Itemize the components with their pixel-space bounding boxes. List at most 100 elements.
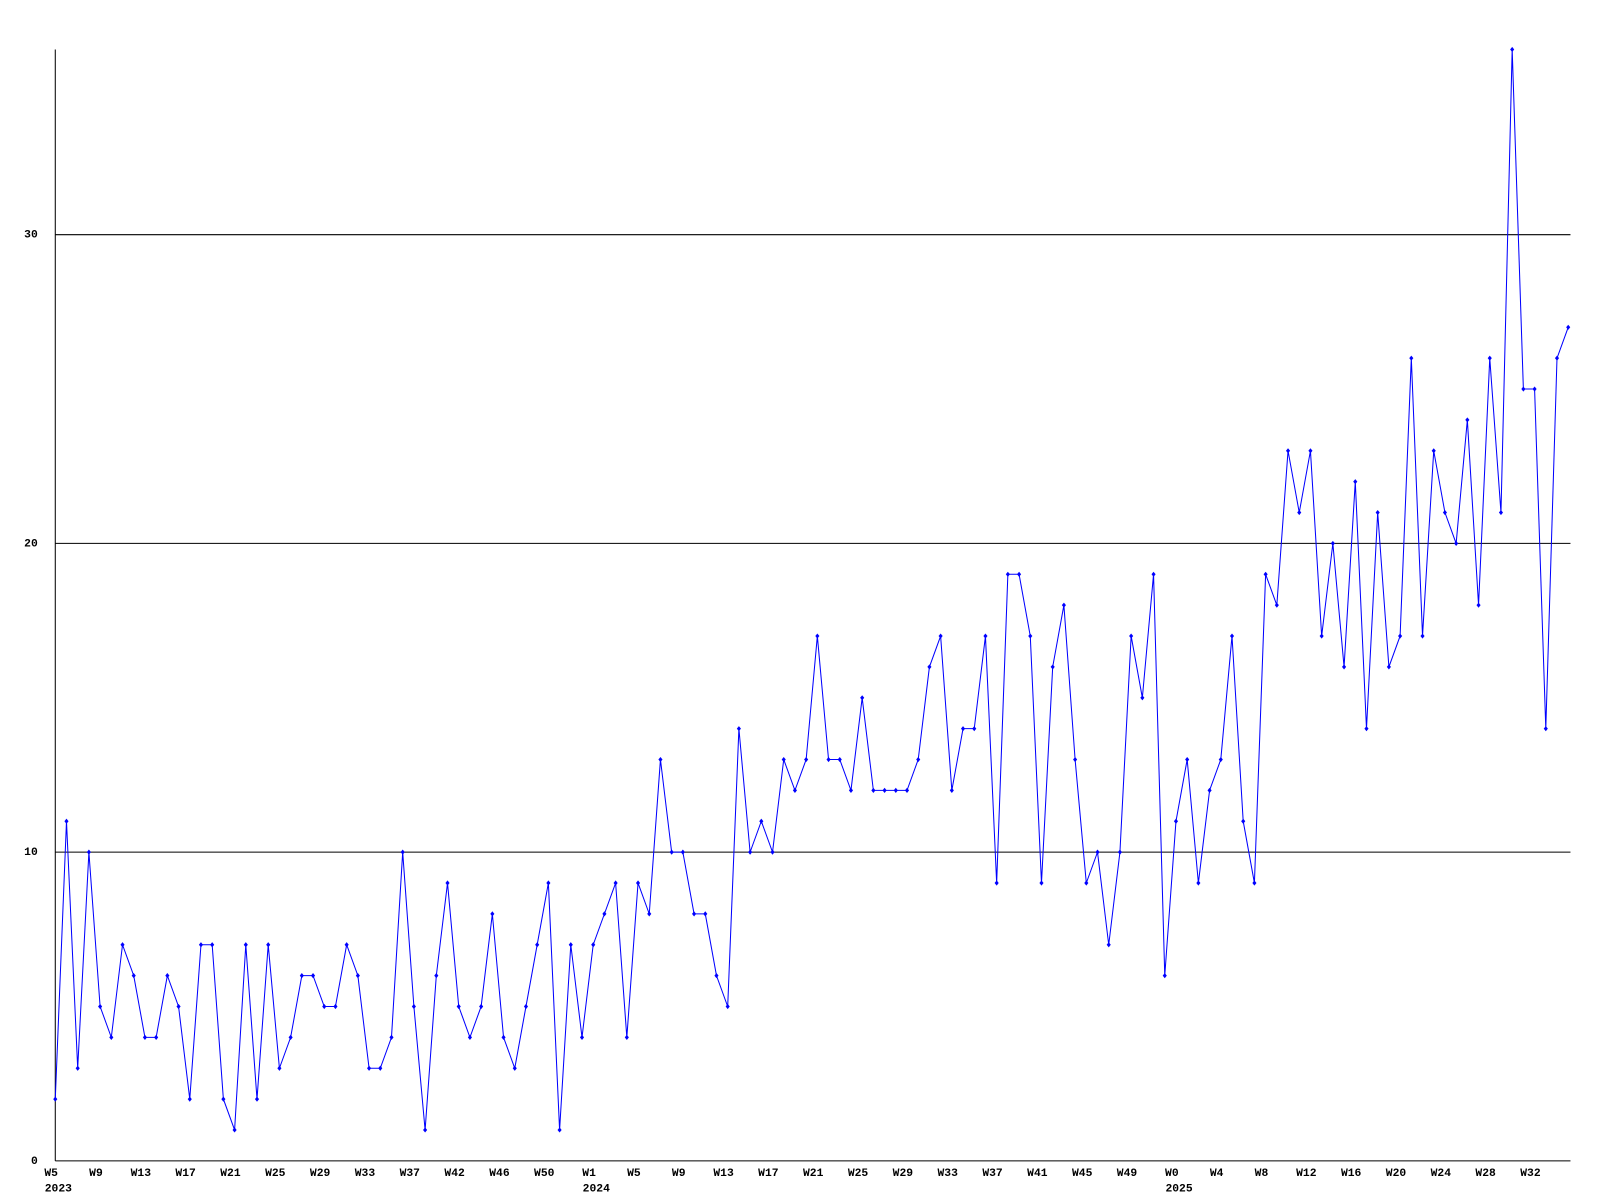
data-point (400, 849, 405, 855)
data-point (748, 849, 753, 855)
data-point (210, 942, 215, 948)
data-point (1252, 880, 1257, 886)
data-point (1498, 509, 1504, 516)
data-point (1543, 726, 1548, 732)
data-point (781, 756, 786, 763)
x-tick-label: W21 (220, 1168, 241, 1180)
x-tick-label: W50 (534, 1168, 555, 1180)
data-point (53, 1096, 58, 1102)
data-point (535, 942, 540, 948)
x-tick-label: W29 (310, 1168, 331, 1180)
x-tick-label: W9 (89, 1168, 103, 1180)
data-point (277, 1065, 282, 1071)
data-point (994, 880, 999, 886)
data-point (546, 880, 551, 886)
data-point (434, 973, 439, 979)
x-tick-label: W42 (444, 1168, 465, 1180)
data-point (1073, 756, 1078, 763)
data-point (725, 1003, 730, 1010)
data-point (523, 1003, 529, 1010)
data-point (479, 1003, 484, 1010)
data-point (647, 911, 652, 917)
data-point (1151, 571, 1156, 577)
data-point (1319, 633, 1324, 639)
data-point (1353, 479, 1358, 485)
data-point (904, 787, 910, 793)
x-tick-label: W37 (982, 1168, 1003, 1180)
data-point (299, 973, 304, 979)
x-tick-label: W32 (1520, 1168, 1541, 1180)
data-line (54, 49, 1569, 1131)
data-point (613, 880, 618, 886)
data-point (624, 1034, 629, 1040)
data-point (972, 726, 977, 732)
x-tick-label: W9 (672, 1168, 686, 1180)
x-tick-label: W24 (1431, 1168, 1452, 1180)
data-point (1117, 849, 1122, 855)
data-point (1431, 448, 1436, 454)
y-tick-label: 20 (24, 538, 38, 550)
data-point (154, 1034, 159, 1040)
data-point (131, 973, 136, 979)
data-point (871, 787, 876, 793)
x-tick-label: W33 (938, 1168, 959, 1180)
x-year-label: 2024 (583, 1184, 610, 1196)
data-point (1442, 509, 1447, 516)
data-point (680, 849, 685, 855)
data-point (1039, 880, 1044, 886)
x-tick-label: W17 (758, 1168, 779, 1180)
data-point (1106, 942, 1111, 948)
data-point (322, 1003, 327, 1010)
y-tick-label: 0 (31, 1156, 38, 1168)
data-point (591, 942, 596, 948)
data-point (1263, 571, 1268, 577)
y-tick-label: 10 (24, 847, 38, 859)
data-point (1162, 973, 1167, 979)
data-point (1140, 695, 1145, 701)
x-tick-label: W0 (1165, 1168, 1179, 1180)
data-point (423, 1127, 428, 1133)
data-point (109, 1034, 114, 1040)
data-point (378, 1065, 383, 1071)
data-point (1185, 756, 1190, 763)
data-point (1218, 756, 1223, 763)
data-point (804, 756, 809, 763)
x-tick-label: W33 (355, 1168, 376, 1180)
data-point (411, 1003, 416, 1010)
data-point (1285, 448, 1291, 454)
x-tick-label: W13 (713, 1168, 734, 1180)
data-point (826, 756, 831, 763)
data-point (176, 1003, 181, 1010)
data-point (120, 942, 125, 948)
x-tick-label: W45 (1072, 1168, 1093, 1180)
data-point (938, 633, 943, 639)
data-point (1465, 417, 1470, 423)
data-point (960, 726, 966, 732)
x-tick-label: W25 (848, 1168, 869, 1180)
data-point (1095, 849, 1100, 855)
data-point (1005, 571, 1010, 577)
data-point (456, 1003, 461, 1010)
data-point (75, 1065, 80, 1071)
x-tick-label: W41 (1027, 1168, 1048, 1180)
data-point (1229, 633, 1235, 639)
data-point (1173, 818, 1179, 824)
data-point (714, 973, 719, 979)
data-point (333, 1003, 338, 1010)
data-point (983, 633, 988, 639)
data-point (557, 1127, 562, 1133)
x-tick-label: W20 (1386, 1168, 1407, 1180)
x-tick-label: W13 (131, 1168, 152, 1180)
data-point (232, 1127, 237, 1133)
plot-area (53, 46, 1571, 1133)
data-point (1487, 355, 1492, 361)
data-point (1342, 664, 1347, 670)
data-point (882, 787, 887, 793)
x-year-label: 2025 (1165, 1184, 1192, 1196)
data-point (1420, 633, 1425, 639)
data-point (445, 880, 450, 886)
x-tick-label: W4 (1210, 1168, 1224, 1180)
x-tick-label: W1 (582, 1168, 596, 1180)
data-point (1409, 355, 1414, 361)
